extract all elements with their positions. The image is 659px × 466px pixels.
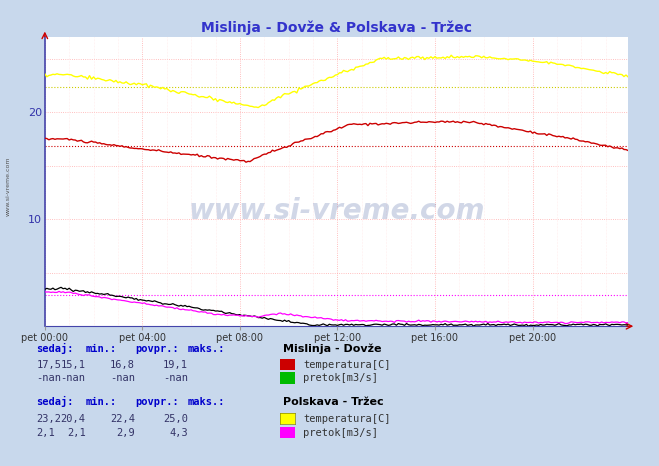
Text: sedaj:: sedaj: [36,343,74,354]
Text: 25,0: 25,0 [163,414,188,424]
Text: 20,4: 20,4 [61,414,86,424]
Text: -nan: -nan [163,373,188,383]
Text: maks.:: maks.: [188,344,225,354]
Text: pretok[m3/s]: pretok[m3/s] [303,373,378,383]
Text: povpr.:: povpr.: [135,397,179,407]
Text: 17,5: 17,5 [36,360,61,370]
Text: 4,3: 4,3 [169,428,188,438]
Text: -nan: -nan [36,373,61,383]
Text: www.si-vreme.com: www.si-vreme.com [188,197,484,225]
Text: min.:: min.: [86,397,117,407]
Text: -nan: -nan [61,373,86,383]
Text: -nan: -nan [110,373,135,383]
Text: temperatura[C]: temperatura[C] [303,360,391,370]
Text: Mislinja - Dovže: Mislinja - Dovže [283,343,382,354]
Text: sedaj:: sedaj: [36,397,74,407]
Text: 2,1: 2,1 [36,428,55,438]
Text: pretok[m3/s]: pretok[m3/s] [303,428,378,438]
Text: 2,1: 2,1 [67,428,86,438]
Text: temperatura[C]: temperatura[C] [303,414,391,424]
Text: maks.:: maks.: [188,397,225,407]
Title: Mislinja - Dovže & Polskava - Tržec: Mislinja - Dovže & Polskava - Tržec [201,20,472,35]
Text: povpr.:: povpr.: [135,344,179,354]
Text: www.si-vreme.com: www.si-vreme.com [5,157,11,216]
Text: 19,1: 19,1 [163,360,188,370]
Text: min.:: min.: [86,344,117,354]
Text: 2,9: 2,9 [117,428,135,438]
Text: 16,8: 16,8 [110,360,135,370]
Text: 22,4: 22,4 [110,414,135,424]
Text: 23,2: 23,2 [36,414,61,424]
Text: Polskava - Tržec: Polskava - Tržec [283,397,384,407]
Text: 15,1: 15,1 [61,360,86,370]
